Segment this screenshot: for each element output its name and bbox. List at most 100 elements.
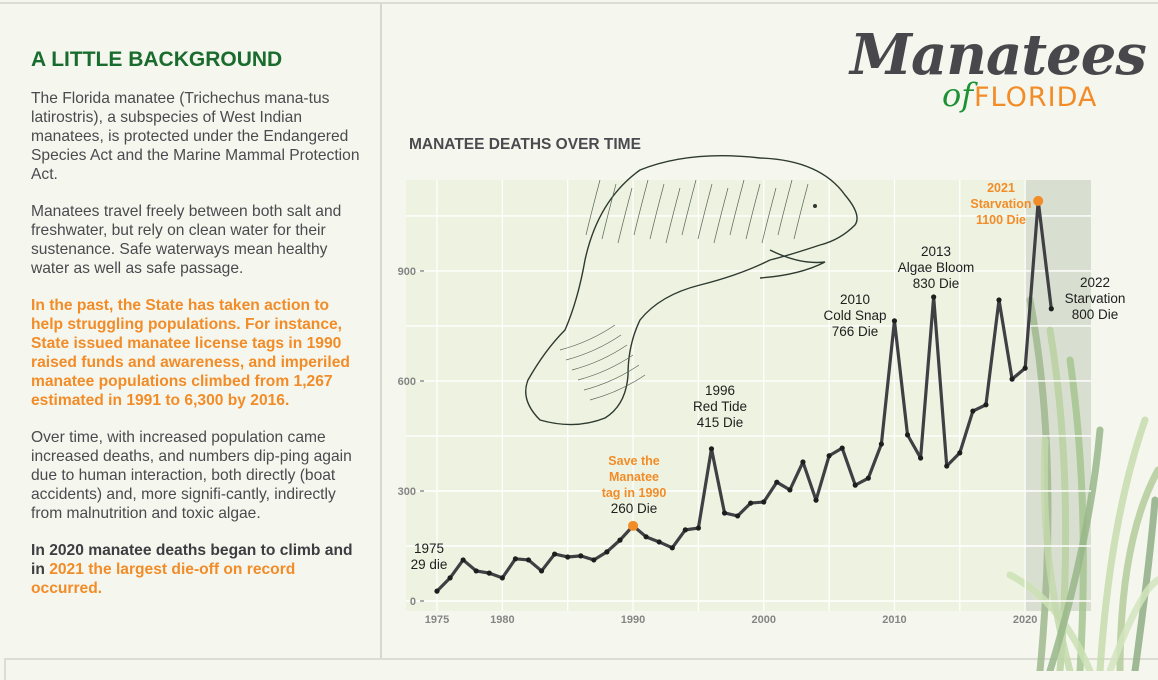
data-point <box>944 463 950 469</box>
annotation-line: 1996 <box>704 383 736 398</box>
data-point <box>787 487 793 493</box>
manatee-sketch-icon <box>525 155 858 426</box>
plot-area <box>406 180 1091 611</box>
x-tick-label: 2000 <box>752 614 776 626</box>
sketch-hatch <box>633 179 649 236</box>
annotation-line: Algae Bloom <box>897 260 975 275</box>
sketch-hatch <box>745 183 761 240</box>
sketch-hatch <box>649 183 665 240</box>
manatees-of-florida-logo: Manatees of FLORIDA <box>850 22 1147 122</box>
x-tick-label: 2020 <box>1013 614 1037 626</box>
data-point <box>761 499 767 505</box>
data-point <box>578 553 584 559</box>
annotation-highlight-line: Starvation <box>970 197 1032 211</box>
data-point <box>565 554 571 560</box>
deaths-series <box>434 195 1054 594</box>
data-point <box>748 500 754 506</box>
data-point <box>931 294 937 300</box>
data-point <box>865 475 871 481</box>
sketch-hatch <box>697 183 713 240</box>
logo-of: of <box>942 76 974 114</box>
data-point <box>957 450 963 456</box>
grass-blade <box>1046 426 1104 671</box>
data-point <box>617 537 623 543</box>
paragraph-habitat: Manatees travel freely between both salt… <box>31 203 342 277</box>
data-point <box>643 534 649 540</box>
data-point <box>996 297 1002 303</box>
grass-illustration <box>1006 296 1158 671</box>
annotation-line: Cold Snap <box>823 308 887 323</box>
x-tick-label: 1990 <box>621 614 645 626</box>
data-point <box>473 568 479 574</box>
data-point <box>878 441 884 447</box>
sketch-hatch <box>761 187 777 244</box>
annotation-line: 260 Die <box>610 501 658 516</box>
sketch-hatch <box>577 354 634 381</box>
grass-blade <box>1040 436 1074 671</box>
data-point <box>852 482 858 488</box>
manatee-eye <box>813 204 817 208</box>
annotation-highlight-line: tag in 1990 <box>601 486 667 500</box>
sketch-hatch <box>601 183 617 240</box>
data-point <box>656 539 662 545</box>
annotation-line: 29 die <box>410 557 448 572</box>
grass-blade <box>1131 496 1158 671</box>
sketch-hatch <box>585 179 601 236</box>
y-tick-label: 0 <box>410 596 416 608</box>
data-point <box>447 575 453 581</box>
annotation-line: 800 Die <box>1071 307 1119 322</box>
data-point <box>1022 365 1028 371</box>
x-tick-label: 2010 <box>882 614 906 626</box>
data-point <box>591 557 597 563</box>
data-point <box>826 453 832 459</box>
annotation-highlight-line: Save the <box>608 454 660 468</box>
manatee-flipper <box>759 249 826 279</box>
sketch-hatch <box>617 187 633 244</box>
annotation-2021: 2021 Starvation 1100 Die <box>962 180 1040 228</box>
annotation-1996: 1996 Red Tide 415 Die <box>680 383 760 431</box>
annotation-1975: 1975 29 die <box>405 541 453 573</box>
sketch-hatch <box>777 179 793 236</box>
manatee-outline <box>525 155 858 426</box>
y-tick-label: 300 <box>398 486 416 498</box>
data-point <box>800 459 806 465</box>
sketch-hatch <box>583 364 640 391</box>
annotation-highlight-line: 1100 Die <box>975 213 1027 227</box>
data-point <box>434 588 440 594</box>
data-point <box>669 545 675 551</box>
sketch-hatch <box>565 334 622 361</box>
sketch-hatch <box>729 179 745 236</box>
chart-axes: 0 300 600 900 1975 1980 1990 2000 2010 2020 <box>398 266 1038 626</box>
annotation-line: 2010 <box>839 292 871 307</box>
annotation-line: 1975 <box>413 541 445 556</box>
logo-florida: FLORIDA <box>974 82 1098 113</box>
deaths-line <box>435 199 1053 593</box>
panel-divider <box>380 4 382 659</box>
annotation-2022: 2022 Starvation 800 Die <box>1055 275 1135 323</box>
data-point <box>891 318 898 324</box>
data-point <box>983 402 989 408</box>
background-panel: A LITTLE BACKGROUND The Florida manatee … <box>31 48 361 616</box>
plot-background <box>406 180 1091 611</box>
sketch-hatch <box>559 324 616 351</box>
data-point <box>904 432 911 438</box>
data-point <box>1048 306 1054 312</box>
annotation-line: 766 Die <box>831 324 879 339</box>
data-point <box>486 570 492 576</box>
data-point <box>735 513 741 519</box>
annotation-2010: 2010 Cold Snap 766 Die <box>815 292 895 340</box>
chart-grid <box>406 180 1091 611</box>
data-point <box>1009 376 1015 382</box>
annotation-line: 415 Die <box>696 415 744 430</box>
data-point <box>721 510 728 516</box>
highlight-point <box>628 520 639 531</box>
data-point <box>552 551 558 557</box>
background-heading: A LITTLE BACKGROUND <box>31 48 283 71</box>
data-point <box>538 568 545 574</box>
die-off-highlight: 2021 the largest die-off on record occur… <box>31 561 296 597</box>
data-point <box>512 556 519 562</box>
sketch-hatch <box>681 179 697 236</box>
annotation-line: Starvation <box>1064 291 1126 306</box>
grass-blade <box>1106 576 1158 671</box>
